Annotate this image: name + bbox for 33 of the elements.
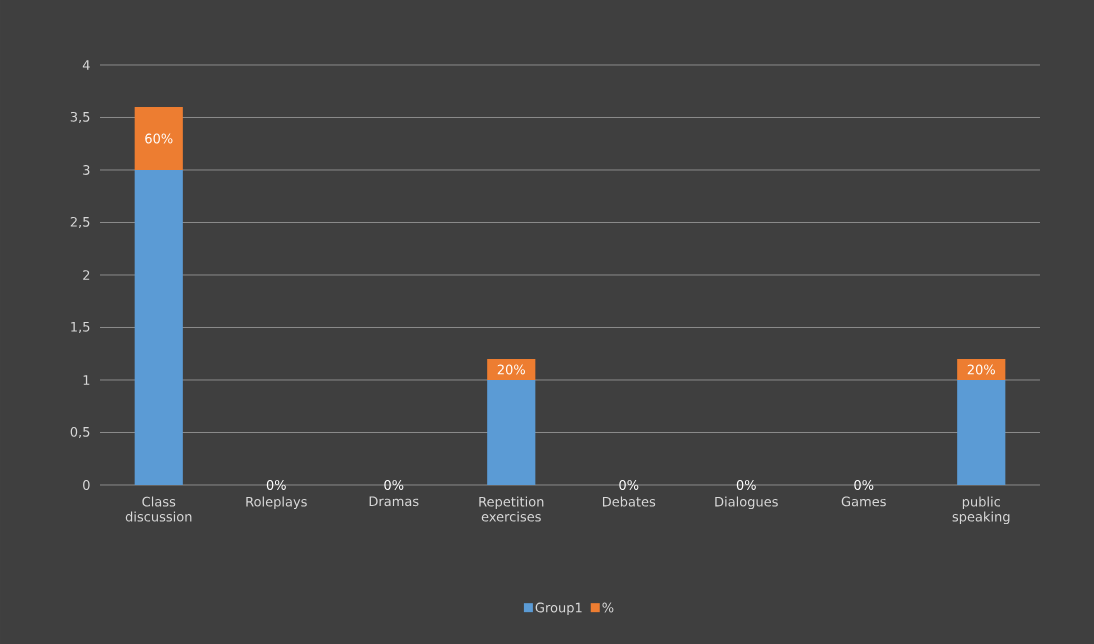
data-label: 0%	[736, 480, 756, 490]
data-label: 20%	[497, 364, 525, 375]
legend-label: %	[602, 602, 614, 613]
y-tick-label: 4	[82, 60, 90, 70]
bar	[134, 107, 183, 170]
y-tick-label: 2	[83, 270, 90, 280]
x-tick-label: Debates	[602, 496, 656, 507]
bar	[487, 358, 536, 380]
data-label: 0%	[619, 480, 639, 490]
x-tick-label: Dramas	[369, 496, 419, 507]
data-label: 0%	[384, 480, 404, 490]
y-tick-label: 0,5	[70, 426, 90, 439]
data-label: 60%	[145, 133, 173, 144]
bar	[134, 169, 183, 485]
legend-label: Group1	[535, 602, 582, 615]
x-tick-label: Repetition exercises	[479, 496, 544, 522]
data-label: 0%	[266, 480, 286, 490]
bar	[957, 379, 1006, 485]
x-tick-label: public speaking	[952, 496, 1010, 525]
data-label: 0%	[854, 480, 874, 490]
x-tick-label: Games	[841, 496, 886, 507]
bar	[957, 358, 1006, 380]
x-tick-label: Roleplays	[246, 496, 307, 510]
x-tick-label: Class discussion	[125, 496, 192, 522]
y-tick-label: 0	[83, 480, 90, 490]
y-tick-label: 3	[83, 165, 90, 175]
y-tick-label: 1	[83, 375, 90, 385]
bar	[487, 379, 536, 485]
y-tick-label: 2,5	[70, 216, 90, 229]
y-tick-label: 1,5	[71, 322, 90, 333]
data-label: 20%	[967, 364, 995, 375]
y-tick-label: 3,5	[70, 111, 90, 124]
x-tick-label: Dialogues	[715, 496, 778, 510]
